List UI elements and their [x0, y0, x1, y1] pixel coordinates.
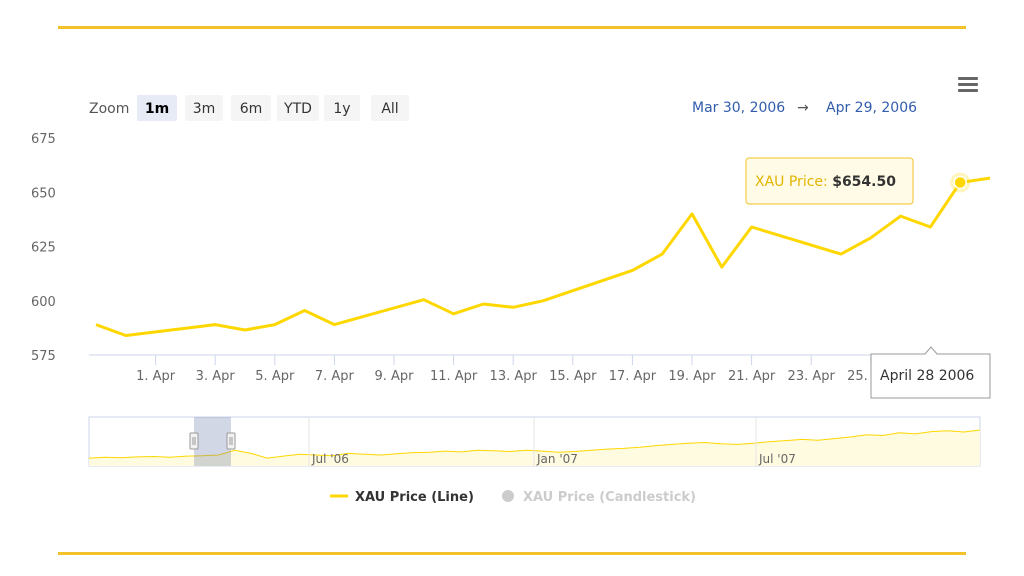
zoom-button-bg	[324, 95, 360, 121]
zoom-button-bg	[231, 95, 271, 121]
zoom-label: Zoom	[89, 101, 129, 117]
navigator-selection[interactable]	[194, 417, 231, 466]
zoom-buttons: 1m 3m 6m YTD 1y All	[137, 95, 409, 121]
tooltip-series-label: XAU Price	[755, 174, 823, 190]
navigator[interactable]: Jul '06 Jan '07 Jul '07	[88, 416, 981, 467]
zoom-button-ytd[interactable]: YTD	[277, 95, 319, 121]
legend: XAU Price (Line) XAU Price (Candlestick)	[330, 490, 696, 505]
zoom-button-bg	[277, 95, 319, 121]
y-tick-label: 650	[31, 186, 56, 201]
zoom-button-label: 6m	[240, 101, 263, 117]
zoom-button-label: 3m	[193, 101, 216, 117]
zoom-button-label: All	[381, 101, 398, 117]
navigator-handle-left[interactable]	[189, 432, 199, 450]
legend-label-line: XAU Price (Line)	[355, 490, 474, 505]
zoom-button-bg	[185, 95, 223, 121]
tooltip-value: $654.50	[832, 174, 896, 190]
navigator-tick-label: Jan '07	[536, 452, 578, 466]
y-axis: 575 600 625 650 675	[31, 132, 56, 364]
zoom-button-3m[interactable]: 3m	[185, 95, 223, 121]
tooltip-text: XAU Price: $654.50	[755, 174, 896, 190]
x-tick-label: 11. Apr	[430, 369, 478, 384]
range-to[interactable]: Apr 29, 2006	[826, 100, 917, 116]
range-arrow: →	[797, 100, 809, 116]
legend-item-line[interactable]: XAU Price (Line)	[330, 490, 474, 505]
tooltip: XAU Price: $654.50	[745, 157, 914, 205]
y-tick-label: 625	[31, 241, 56, 256]
x-tick-label: 5. Apr	[255, 369, 295, 384]
x-axis: 1. Apr 3. Apr 5. Apr 7. Apr 9. Apr 11. Apr 13.…	[136, 355, 895, 384]
x-tick-label: 23. Apr	[788, 369, 836, 384]
x-tick-label: 7. Apr	[315, 369, 355, 384]
hover-point[interactable]	[953, 175, 967, 190]
y-tick-label: 600	[31, 295, 56, 310]
x-tick-label: 19. Apr	[668, 369, 716, 384]
series-line-xau	[95, 176, 991, 337]
x-tick-label: 21. Apr	[728, 369, 776, 384]
series-layer	[95, 172, 991, 337]
range-from[interactable]: Mar 30, 2006	[692, 100, 785, 116]
y-tick-label: 675	[31, 132, 56, 147]
navigator-area	[89, 430, 980, 466]
tooltip-box	[745, 157, 914, 205]
bottom-divider	[58, 552, 966, 555]
x-date-text: April 28 2006	[880, 368, 974, 384]
zoom-button-label: YTD	[283, 101, 312, 117]
zoom-button-all[interactable]: All	[371, 95, 409, 121]
x-tick-label: 9. Apr	[374, 369, 414, 384]
y-tick-label: 575	[31, 349, 56, 364]
navigator-tick-label: Jul '07	[758, 452, 796, 466]
navigator-handle-right[interactable]	[226, 432, 236, 450]
legend-label-candlestick: XAU Price (Candlestick)	[523, 490, 696, 505]
legend-candlestick-symbol	[502, 490, 514, 502]
x-date-label: April 28 2006	[870, 346, 991, 399]
handle-body	[226, 432, 236, 450]
zoom-button-bg	[137, 95, 177, 121]
zoom-button-1y[interactable]: 1y	[324, 95, 360, 121]
x-date-box	[870, 346, 991, 399]
handle-body	[189, 432, 199, 450]
top-divider	[58, 26, 966, 29]
zoom-button-6m[interactable]: 6m	[231, 95, 271, 121]
zoom-button-bg	[371, 95, 409, 121]
zoom-button-label: 1m	[145, 101, 169, 117]
x-tick-label: 17. Apr	[609, 369, 657, 384]
x-tick-label: 13. Apr	[490, 369, 538, 384]
menu-icon[interactable]	[956, 76, 978, 94]
zoom-button-1m[interactable]: 1m	[137, 95, 177, 121]
x-tick-label: 15. Apr	[549, 369, 597, 384]
x-tick-label: 3. Apr	[196, 369, 236, 384]
zoom-button-label: 1y	[333, 101, 350, 117]
x-tick-label: 1. Apr	[136, 369, 176, 384]
legend-item-candlestick[interactable]: XAU Price (Candlestick)	[502, 490, 696, 505]
navigator-tick-label: Jul '06	[311, 452, 349, 466]
